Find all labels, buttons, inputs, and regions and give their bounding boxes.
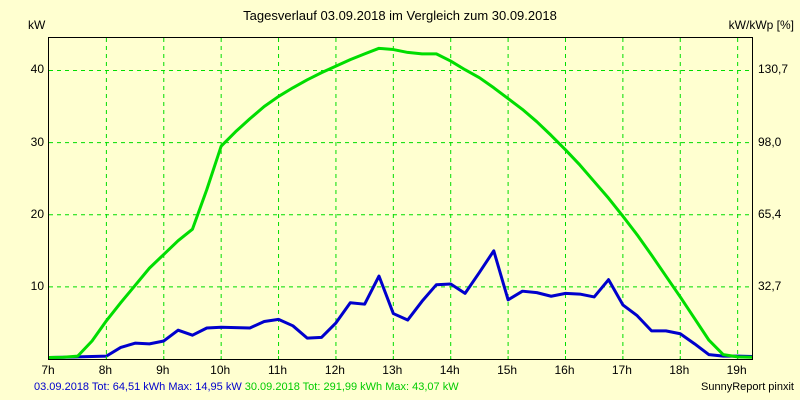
- y2-axis-tick-label: 130,7: [758, 62, 789, 77]
- x-axis-tick-label: 12h: [324, 363, 345, 377]
- x-axis-tick-label: 16h: [554, 363, 575, 377]
- y-axis-unit-right: kW/kWp [%]: [728, 18, 794, 32]
- y2-axis-tick-label: 98,0: [758, 134, 782, 149]
- x-axis-tick-label: 8h: [98, 363, 113, 377]
- x-axis-tick-label: 18h: [669, 363, 690, 377]
- x-axis-tick-label: 15h: [497, 363, 518, 377]
- x-axis-tick-label: 14h: [439, 363, 460, 377]
- footer-day1-label: 03.09.2018 Tot: 64,51 kWh Max: 14,95 kW: [34, 381, 242, 393]
- watermark-label: SunnyReport pinxit: [701, 381, 794, 393]
- plot-area: [48, 37, 753, 360]
- page-title: Tagesverlauf 03.09.2018 im Vergleich zum…: [243, 8, 557, 23]
- y2-axis-tick-label: 32,7: [758, 278, 782, 293]
- y-axis-tick-label: 10: [30, 278, 44, 293]
- y-axis-tick-label: 20: [30, 206, 44, 221]
- y-axis-unit-left: kW: [28, 18, 46, 32]
- x-axis-tick-label: 13h: [382, 363, 403, 377]
- footer-day2-label: 30.09.2018 Tot: 291,99 kWh Max: 43,07 kW: [244, 381, 459, 393]
- x-axis-tick-label: 10h: [210, 363, 231, 377]
- x-axis-tick-label: 7h: [41, 363, 55, 377]
- y2-axis-tick-label: 65,4: [758, 206, 782, 221]
- x-axis-tick-label: 9h: [156, 363, 170, 377]
- footer-summary: 03.09.2018 Tot: 64,51 kWh Max: 14,95 kW …: [34, 381, 459, 393]
- x-axis-tick-label: 17h: [611, 363, 632, 377]
- series-line: [49, 249, 752, 359]
- y-axis-tick-label: 40: [30, 62, 44, 77]
- chart-svg: [49, 38, 752, 359]
- series-line: [49, 46, 752, 359]
- x-axis-tick-label: 11h: [267, 363, 288, 377]
- y-axis-tick-label: 30: [30, 134, 44, 149]
- x-axis-tick-label: 19h: [726, 363, 747, 377]
